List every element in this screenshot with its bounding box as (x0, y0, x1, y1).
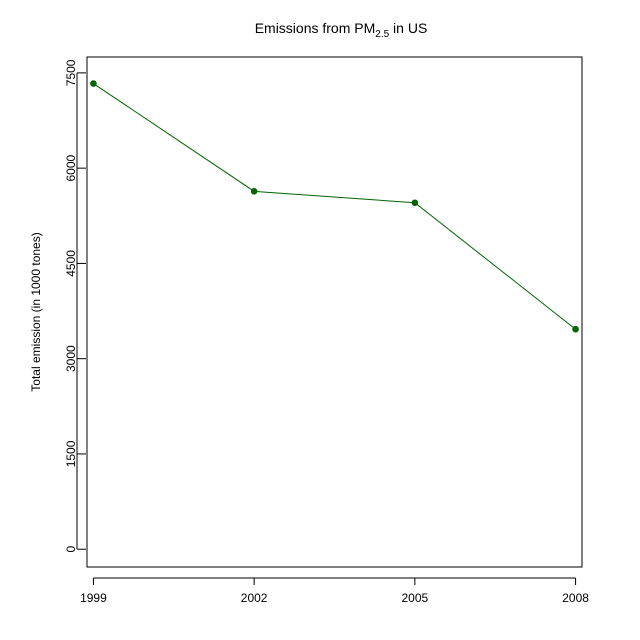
data-point (572, 325, 579, 333)
y-axis-label: Total emission (in 1000 tones) (29, 232, 43, 391)
plot-frame (86, 56, 583, 568)
y-tick-label: 7500 (64, 59, 78, 86)
chart-title: Emissions from PM2.5 in US (255, 20, 428, 40)
series-layer (90, 80, 579, 333)
data-point (250, 188, 258, 195)
x-tick-label: 1999 (80, 591, 107, 605)
x-tick-label: 2002 (241, 591, 268, 605)
y-tick-label: 4500 (64, 250, 78, 277)
x-tick-label: 2008 (562, 591, 589, 605)
y-tick-label: 3000 (64, 345, 78, 372)
y-tick-label: 1500 (64, 440, 78, 467)
series-line (93, 83, 576, 330)
data-point (411, 199, 419, 207)
x-tick-label: 2005 (402, 591, 429, 605)
y-axis: 0 1500 3000 4500 6000 7500 (64, 59, 86, 553)
data-point (90, 80, 97, 87)
y-tick-label: 0 (64, 546, 78, 553)
y-tick-label: 6000 (64, 154, 78, 181)
x-axis: 1999 2002 2005 2008 (80, 577, 589, 605)
